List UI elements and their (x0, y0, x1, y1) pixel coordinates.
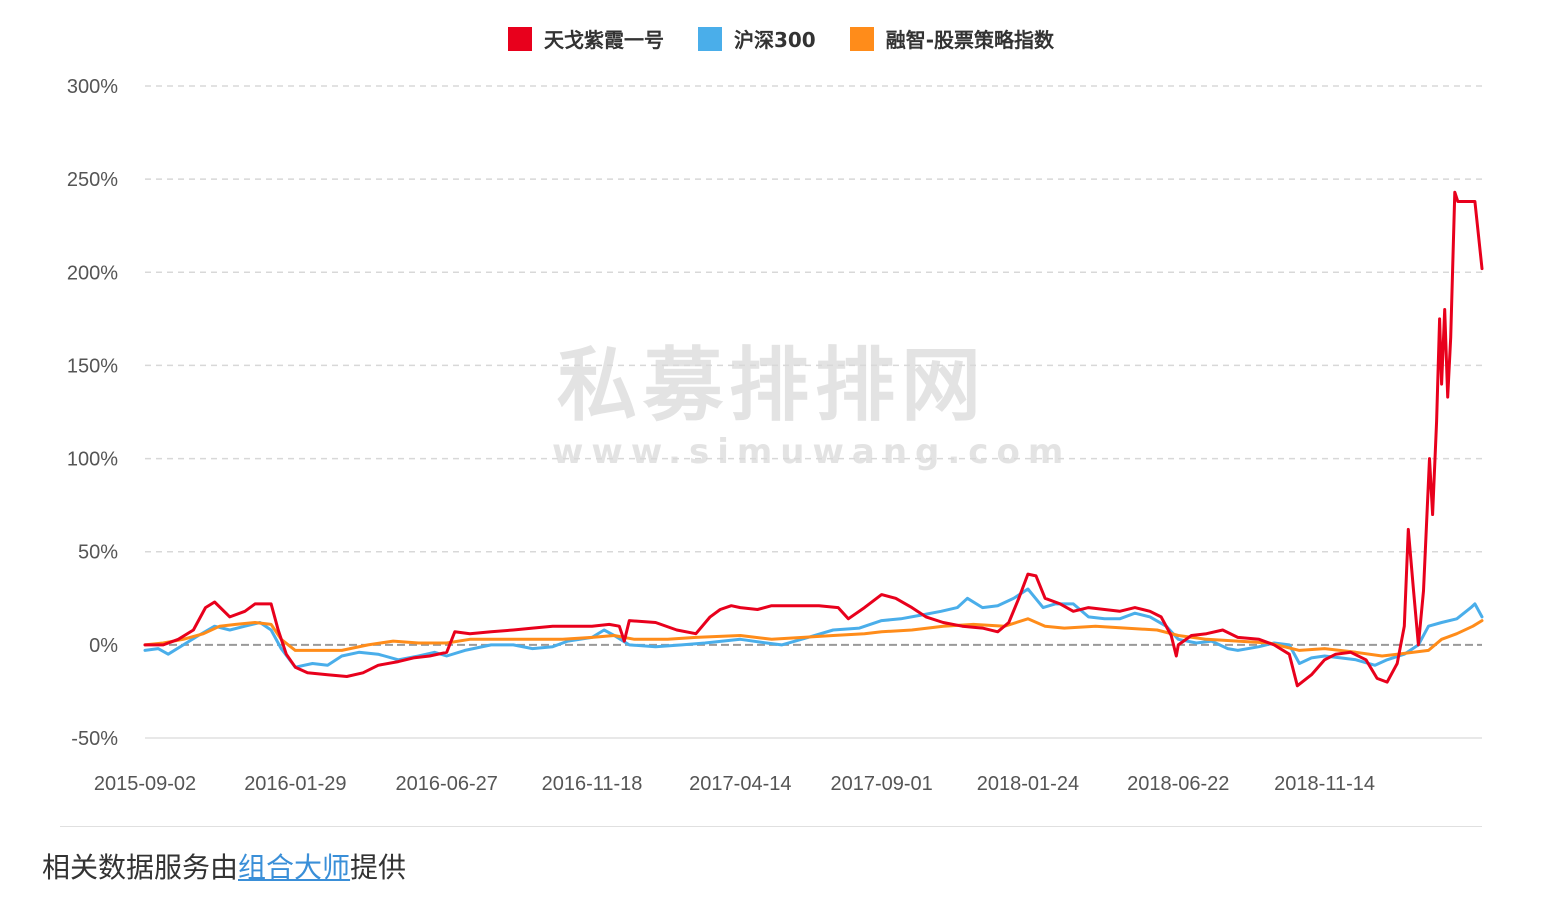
legend-label: 融智-股票策略指数 (885, 28, 1055, 52)
x-tick-label: 2018-01-24 (977, 773, 1079, 795)
legend-item[interactable]: 天戈紫霞一号 (507, 24, 664, 53)
y-tick-label: 0% (89, 635, 118, 657)
footer-text: 相关数据服务由组合大师提供 (42, 846, 406, 886)
x-tick-label: 2016-01-29 (244, 773, 346, 795)
y-tick-label: 50% (78, 542, 118, 564)
series-line-csi300 (143, 587, 1484, 669)
legend-label: 天戈紫霞一号 (543, 28, 664, 52)
line-chart: 300% 250% 200% 150% 100% 50% 0% -50% 2015-09-02 2… (67, 76, 1484, 795)
legend-swatch (507, 26, 532, 51)
y-tick-label: 200% (67, 262, 118, 284)
footer-divider (60, 826, 1482, 827)
series-line-fund (143, 190, 1484, 688)
legend-swatch (849, 26, 874, 51)
footer-prefix: 相关数据服务由 (42, 851, 239, 884)
y-tick-label: 250% (67, 169, 118, 191)
footer-suffix: 提供 (350, 851, 407, 884)
y-tick-label: 100% (67, 449, 118, 471)
y-tick-label: -50% (71, 728, 118, 750)
x-tick-label: 2017-04-14 (689, 773, 791, 795)
chart-legend: 天戈紫霞一号 沪深300 融智-股票策略指数 (0, 24, 1562, 53)
x-tick-label: 2018-06-22 (1127, 773, 1229, 795)
footer-link[interactable]: 组合大师 (238, 851, 351, 884)
x-tick-label: 2017-09-01 (830, 773, 932, 795)
legend-swatch (697, 26, 722, 51)
legend-item[interactable]: 沪深300 (697, 24, 816, 53)
x-tick-label: 2015-09-02 (94, 773, 196, 795)
legend-item[interactable]: 融智-股票策略指数 (849, 24, 1055, 53)
x-tick-label: 2016-06-27 (396, 773, 498, 795)
series-line-strategy-index (143, 617, 1484, 658)
y-tick-label: 300% (67, 76, 118, 98)
y-tick-label: 150% (67, 355, 118, 377)
x-tick-label: 2018-11-14 (1274, 773, 1375, 795)
legend-label: 沪深300 (733, 28, 816, 52)
x-tick-label: 2016-11-18 (542, 773, 643, 795)
